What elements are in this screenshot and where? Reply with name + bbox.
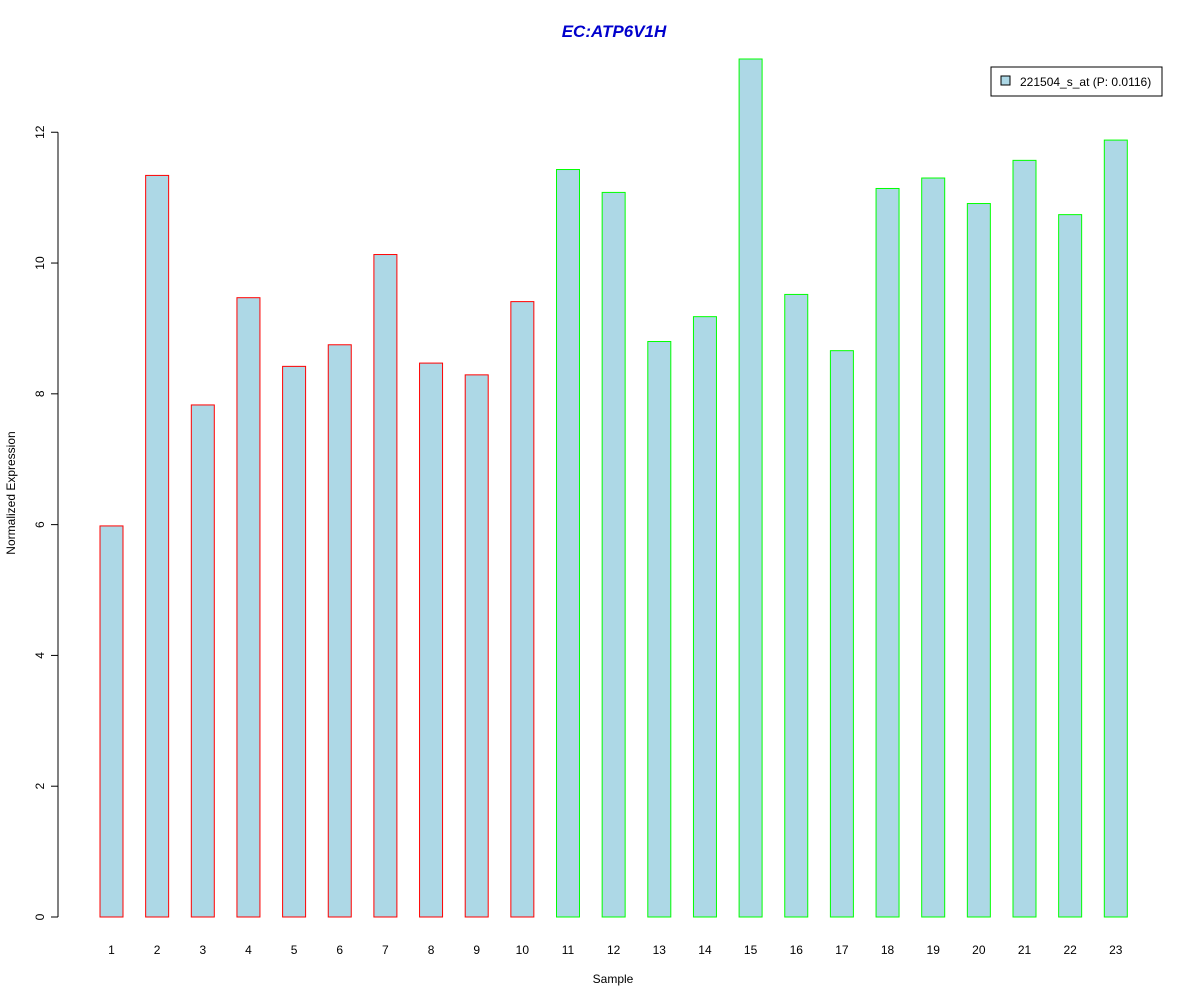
bar-sample-4 bbox=[236, 297, 261, 918]
x-tick-label: 4 bbox=[245, 943, 252, 957]
bar-sample-18 bbox=[875, 187, 900, 918]
x-tick-label: 8 bbox=[428, 943, 435, 957]
x-tick-label: 9 bbox=[473, 943, 480, 957]
bar-sample-3 bbox=[190, 404, 215, 918]
y-tick-label: 0 bbox=[33, 913, 47, 920]
x-tick-label: 21 bbox=[1018, 943, 1032, 957]
y-tick-label: 2 bbox=[33, 783, 47, 790]
bar-sample-5 bbox=[282, 365, 307, 918]
bar-sample-20 bbox=[966, 203, 991, 918]
x-tick-label: 6 bbox=[336, 943, 343, 957]
bar-sample-22 bbox=[1058, 214, 1083, 918]
bar-sample-8 bbox=[419, 362, 444, 918]
legend: 221504_s_at (P: 0.0116) bbox=[990, 66, 1163, 97]
y-axis: 0 2 4 6 8 10 12 bbox=[33, 125, 59, 920]
bar-sample-17 bbox=[829, 350, 854, 918]
x-tick-label: 23 bbox=[1109, 943, 1123, 957]
bar-sample-9 bbox=[464, 374, 489, 918]
bar-sample-11 bbox=[556, 169, 580, 918]
x-axis-tick-labels: 1 2 3 4 5 6 7 8 9 10 11 12 13 14 15 16 17 18 19 20 21 22 23 bbox=[108, 943, 1123, 957]
x-tick-label: 15 bbox=[744, 943, 758, 957]
x-tick-label: 13 bbox=[653, 943, 667, 957]
x-tick-label: 18 bbox=[881, 943, 895, 957]
chart-title: EC:ATP6V1H bbox=[562, 22, 667, 41]
bar-sample-10 bbox=[510, 301, 535, 918]
x-tick-label: 1 bbox=[108, 943, 115, 957]
legend-swatch bbox=[1000, 75, 1011, 86]
bar-sample-16 bbox=[784, 293, 809, 918]
bar-sample-19 bbox=[921, 177, 946, 918]
bar-sample-7 bbox=[373, 254, 398, 918]
x-tick-label: 22 bbox=[1063, 943, 1077, 957]
legend-box bbox=[990, 66, 1163, 97]
y-tick-label: 8 bbox=[33, 390, 47, 397]
x-tick-label: 12 bbox=[607, 943, 621, 957]
bar-sample-6 bbox=[327, 344, 352, 918]
bar-sample-21 bbox=[1012, 159, 1037, 918]
bar-sample-12 bbox=[601, 191, 626, 918]
bar-sample-13 bbox=[647, 341, 672, 918]
x-tick-label: 19 bbox=[927, 943, 941, 957]
x-tick-label: 14 bbox=[698, 943, 712, 957]
bars bbox=[99, 58, 1128, 918]
x-tick-label: 7 bbox=[382, 943, 389, 957]
y-tick-label: 10 bbox=[33, 256, 47, 270]
x-tick-label: 20 bbox=[972, 943, 986, 957]
x-axis-label: Sample bbox=[593, 972, 634, 986]
x-tick-label: 11 bbox=[562, 943, 575, 957]
x-tick-label: 2 bbox=[154, 943, 161, 957]
y-tick-label: 12 bbox=[33, 125, 47, 139]
y-tick-label: 6 bbox=[33, 521, 47, 528]
x-tick-label: 16 bbox=[790, 943, 804, 957]
x-tick-label: 10 bbox=[516, 943, 530, 957]
legend-label: 221504_s_at (P: 0.0116) bbox=[1020, 75, 1151, 89]
bar-sample-14 bbox=[692, 316, 717, 918]
y-tick-label: 4 bbox=[33, 652, 47, 659]
x-tick-label: 3 bbox=[199, 943, 206, 957]
x-tick-label: 17 bbox=[835, 943, 849, 957]
x-tick-label: 5 bbox=[291, 943, 298, 957]
y-axis-label: Normalized Expression bbox=[4, 431, 18, 554]
bar-sample-15 bbox=[738, 58, 763, 918]
bar-sample-1 bbox=[99, 525, 124, 918]
bar-sample-23 bbox=[1103, 139, 1128, 918]
bar-sample-2 bbox=[145, 174, 170, 918]
